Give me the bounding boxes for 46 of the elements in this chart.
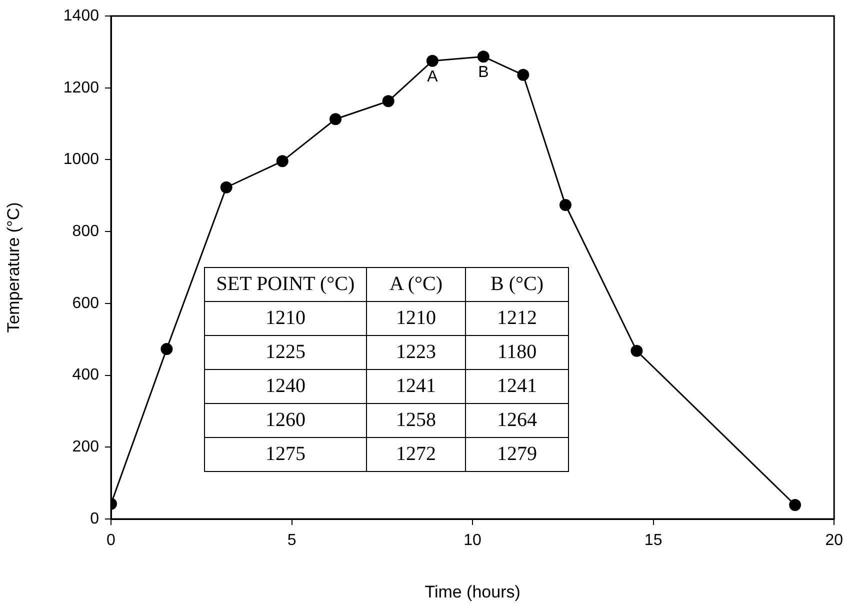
y-tick-label: 1000: [63, 151, 100, 168]
annotation: 1258: [366, 404, 466, 438]
y-tick-label: 600: [72, 294, 100, 312]
x-tick-label: 0: [106, 532, 116, 550]
y-tick-label: 1400: [63, 7, 100, 24]
annotation: A (°C): [366, 268, 466, 302]
point: [382, 95, 394, 108]
annotation: B: [478, 64, 489, 82]
point: [630, 344, 643, 357]
y-tick-label: 200: [72, 438, 100, 456]
x-tick-label: 15: [644, 532, 662, 550]
annotation: 1272: [366, 438, 466, 472]
annotation: 1210: [366, 302, 466, 336]
point: [220, 181, 232, 194]
y-tick-label: 1200: [63, 79, 100, 96]
annotation: 1241: [466, 370, 568, 404]
annotation: 1223: [366, 336, 466, 370]
annotation: A: [427, 68, 438, 86]
point: [160, 343, 173, 356]
annotation: 1260: [204, 404, 366, 438]
annotation: SET POINT (°C): [204, 268, 366, 302]
point: [517, 68, 530, 81]
x-tick-label: 20: [825, 532, 844, 550]
annotation: 1264: [466, 404, 568, 438]
annotation: 1279: [466, 438, 568, 472]
annotation: 1240: [204, 370, 366, 404]
y-tick-label: 0: [90, 510, 100, 528]
x-tick-label: 5: [287, 532, 296, 550]
annotation: 1241: [366, 370, 466, 404]
y-tick-label: 800: [72, 222, 100, 240]
annotation: B (°C): [466, 268, 568, 302]
point: [276, 155, 288, 168]
point: [330, 113, 342, 126]
annotation: 1225: [204, 336, 366, 370]
annotation: 1212: [466, 302, 568, 336]
y-tick-label: 400: [72, 366, 100, 384]
point: [789, 498, 802, 511]
point: [477, 50, 490, 63]
annotation: 1180: [466, 336, 568, 370]
annotation: 1275: [204, 438, 366, 472]
y-axis-title: Temperature (°C): [4, 202, 23, 333]
point: [426, 54, 438, 67]
x-tick-label: 10: [464, 532, 482, 550]
point: [559, 198, 572, 211]
x-axis-title: Time (hours): [424, 582, 520, 602]
annotation: 1210: [204, 302, 366, 336]
